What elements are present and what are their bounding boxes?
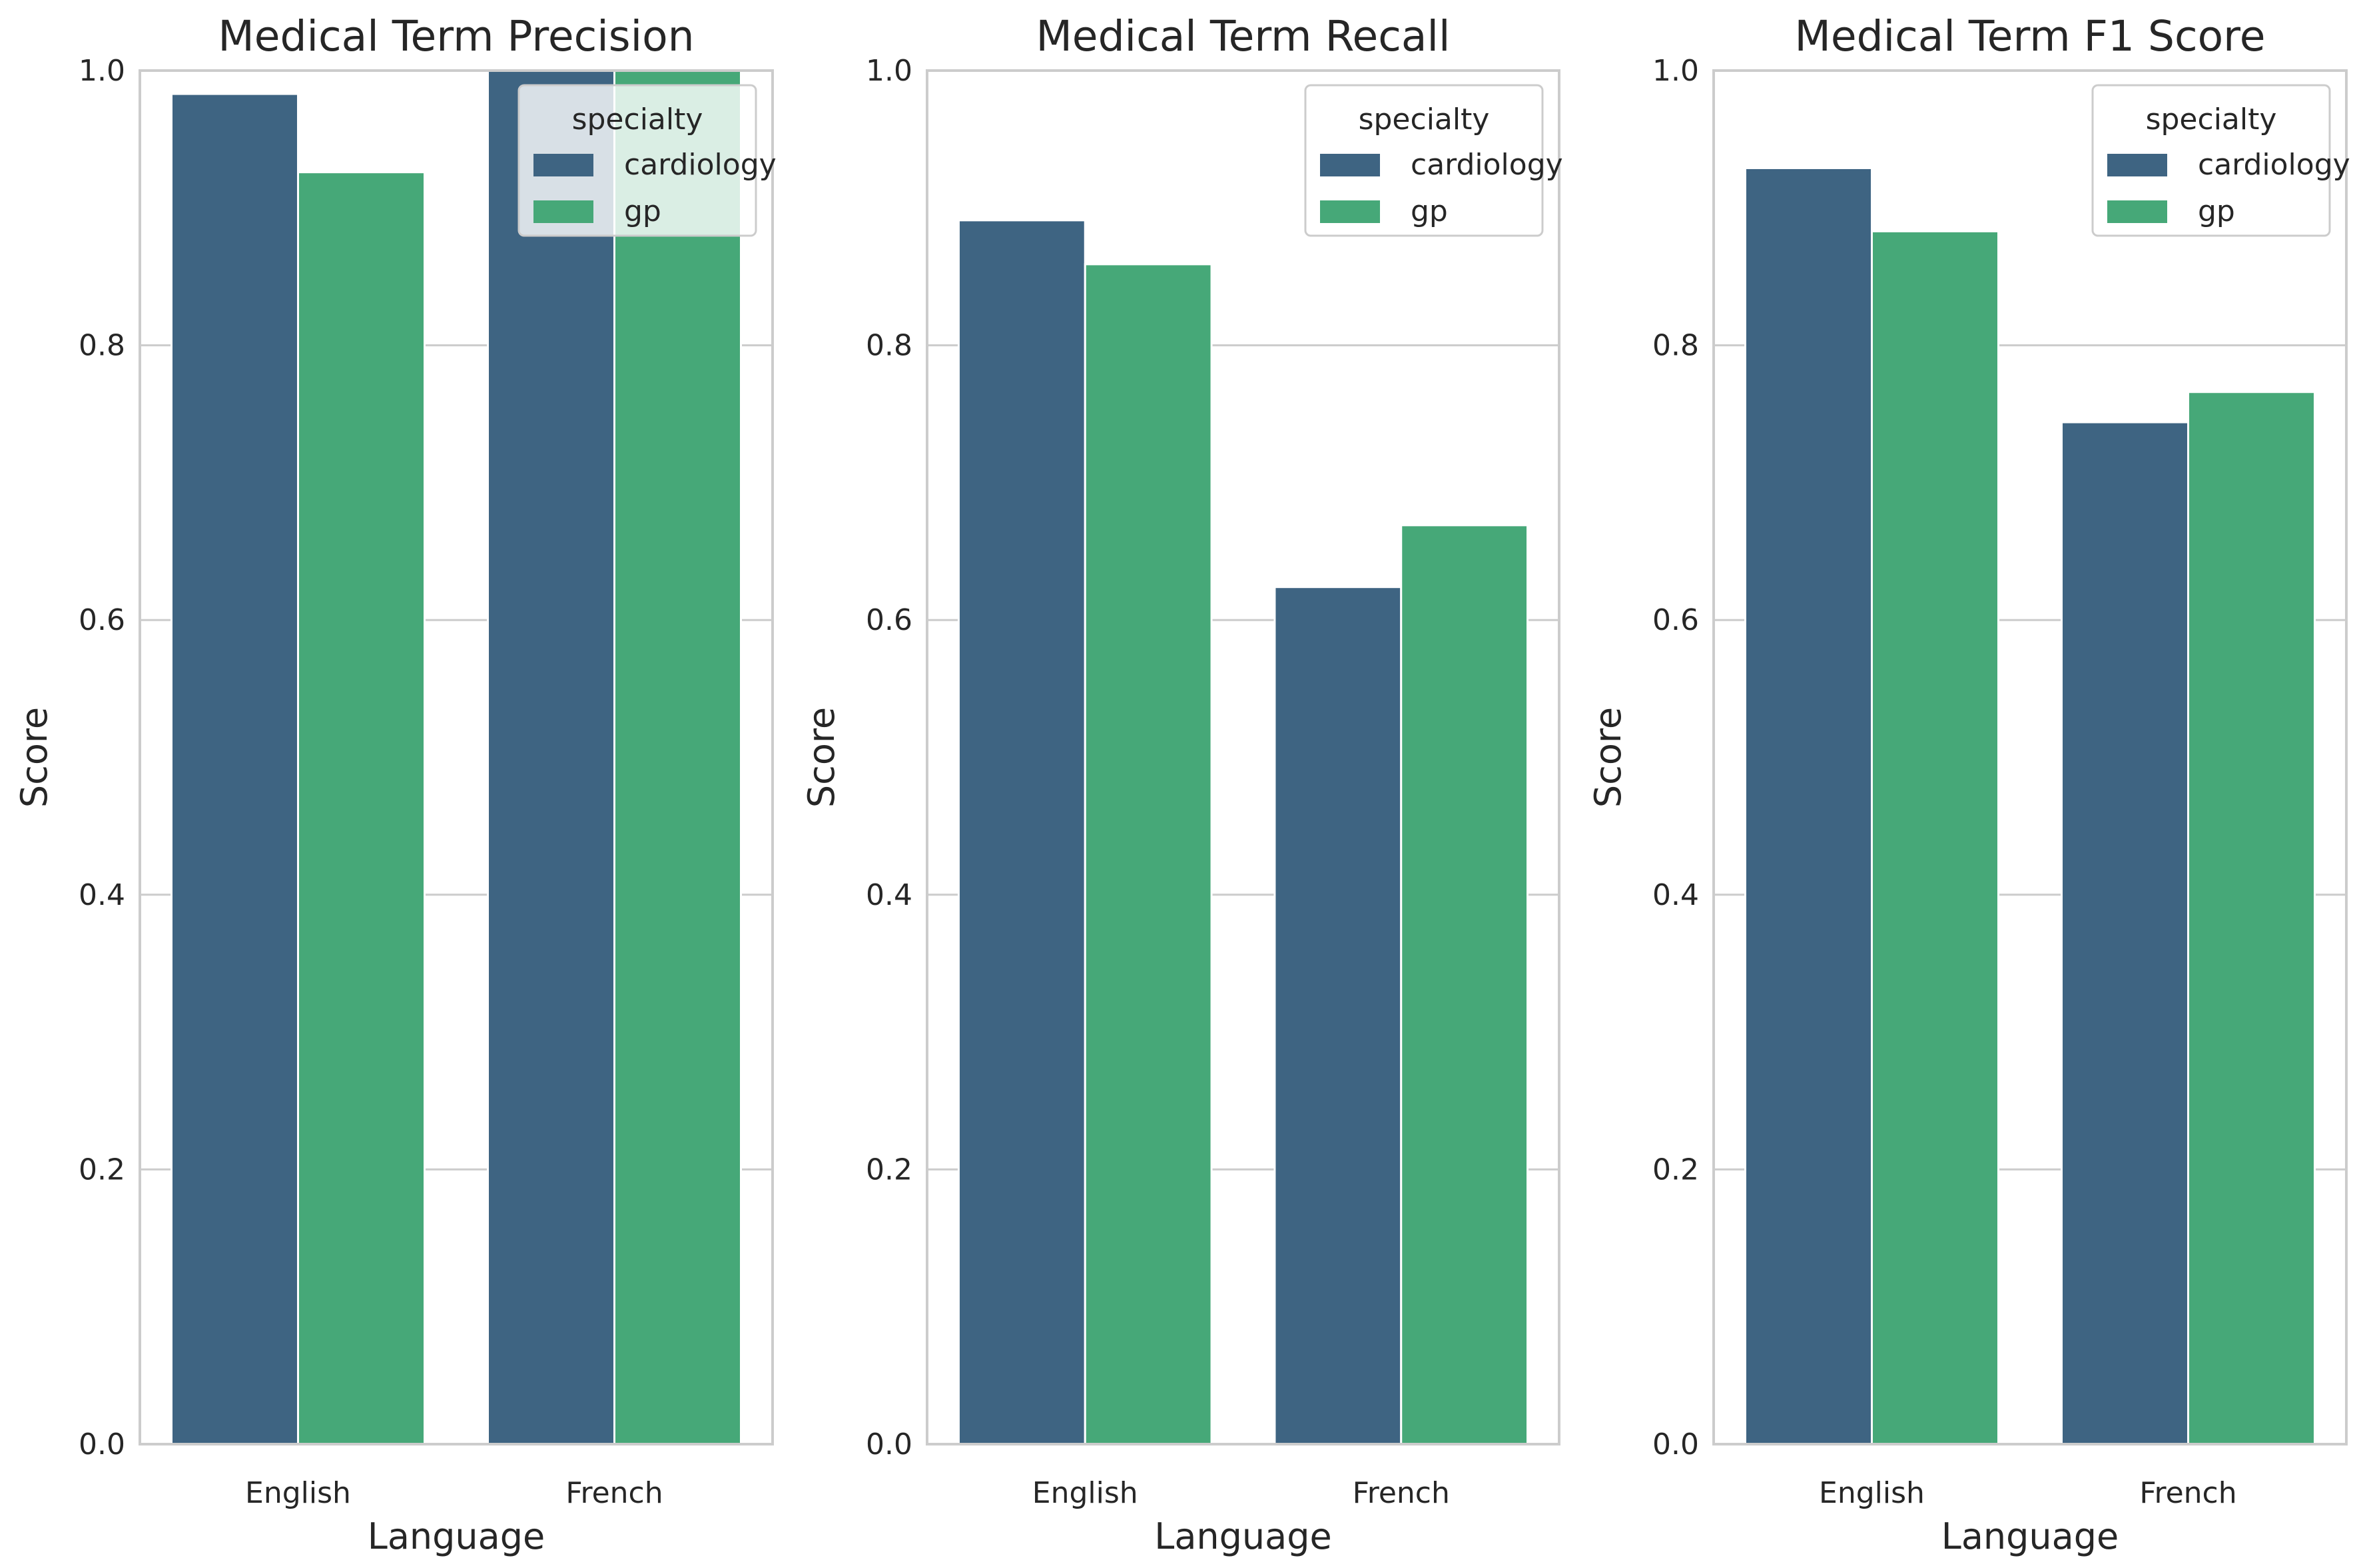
y-tick-label: 1.0 xyxy=(1652,54,1699,88)
y-tick-label: 0.4 xyxy=(866,878,912,912)
bar-gp-french xyxy=(613,69,742,1445)
legend-swatch-cardiology xyxy=(533,154,593,176)
axes-frame xyxy=(139,69,774,1445)
y-tick-label: 0.4 xyxy=(1652,878,1699,912)
legend-box xyxy=(517,84,757,237)
y-tick-label: 1.0 xyxy=(866,54,912,88)
x-axis-label: Language xyxy=(1941,1515,2119,1557)
bar-gp-french xyxy=(1400,524,1529,1445)
y-axis-label: Score xyxy=(13,707,55,808)
bar-cardiology-english xyxy=(170,93,299,1445)
axes-frame xyxy=(1712,69,2348,1445)
legend-title: specialty xyxy=(1359,103,1490,136)
x-axis-label: Language xyxy=(368,1515,545,1557)
bar-cardiology-english xyxy=(957,219,1086,1445)
legend-swatch-cardiology xyxy=(1320,154,1380,176)
chart-panel-2: 0.0 0.2 0.4 0.6 0.8 1.0 English French Language S… xyxy=(801,12,1563,1557)
legend-label-gp: gp xyxy=(1411,194,1448,228)
x-tick-label: French xyxy=(2139,1476,2236,1510)
y-tick-label: 0.8 xyxy=(866,329,912,363)
bar-gp-english xyxy=(1084,263,1213,1445)
legend-title: specialty xyxy=(572,103,703,136)
legend-label-cardiology: cardiology xyxy=(2198,148,2350,182)
legend-box xyxy=(1304,84,1544,237)
legend-box xyxy=(2091,84,2331,237)
legend-swatch-gp xyxy=(1320,200,1380,223)
chart-panel-1: 0.0 0.2 0.4 0.6 0.8 1.0 English French Language S… xyxy=(13,12,777,1557)
y-tick-label: 0.8 xyxy=(1652,329,1699,363)
x-tick-label: English xyxy=(1032,1476,1138,1510)
chart-panel-3: 0.0 0.2 0.4 0.6 0.8 1.0 English French Language S… xyxy=(1587,12,2350,1557)
legend: specialty cardiology gp xyxy=(2091,84,2350,237)
legend-label-gp: gp xyxy=(624,194,661,228)
y-tick-label: 1.0 xyxy=(79,54,125,88)
y-tick-label: 0.2 xyxy=(866,1153,912,1186)
y-tick-label: 0.4 xyxy=(79,878,125,912)
chart-title: Medical Term Recall xyxy=(1036,12,1450,61)
y-tick-label: 0.0 xyxy=(79,1428,125,1461)
x-tick-label: English xyxy=(1819,1476,1925,1510)
legend: specialty cardiology gp xyxy=(517,84,777,237)
y-tick-label: 0.0 xyxy=(1652,1428,1699,1461)
bar-cardiology-french xyxy=(487,69,615,1445)
bar-gp-french xyxy=(2187,391,2316,1445)
x-axis-label: Language xyxy=(1154,1515,1332,1557)
y-tick-label: 0.6 xyxy=(1652,603,1699,637)
legend-title: specialty xyxy=(2146,103,2277,136)
x-tick-label: French xyxy=(565,1476,663,1510)
y-tick-label: 0.2 xyxy=(1652,1153,1699,1186)
y-tick-label: 0.6 xyxy=(866,603,912,637)
chart-title: Medical Term Precision xyxy=(218,12,694,61)
legend: specialty cardiology gp xyxy=(1304,84,1563,237)
bar-gp-english xyxy=(1871,230,1999,1445)
x-tick-label: English xyxy=(245,1476,351,1510)
axes-frame xyxy=(926,69,1560,1445)
legend-swatch-gp xyxy=(2107,200,2167,223)
legend-label-cardiology: cardiology xyxy=(624,148,777,182)
y-tick-label: 0.6 xyxy=(79,603,125,637)
bar-cardiology-english xyxy=(1744,166,1873,1445)
legend-swatch-gp xyxy=(533,200,593,223)
y-tick-label: 0.2 xyxy=(79,1153,125,1186)
bar-cardiology-french xyxy=(1273,586,1403,1445)
y-tick-label: 0.8 xyxy=(79,329,125,363)
chart-title: Medical Term F1 Score xyxy=(1795,12,2266,61)
y-axis-label: Score xyxy=(801,707,843,808)
bar-gp-english xyxy=(297,171,426,1445)
legend-label-gp: gp xyxy=(2198,194,2235,228)
bar-cardiology-french xyxy=(2061,421,2189,1445)
y-tick-label: 0.0 xyxy=(866,1428,912,1461)
legend-label-cardiology: cardiology xyxy=(1411,148,1563,182)
legend-swatch-cardiology xyxy=(2107,154,2167,176)
y-axis-label: Score xyxy=(1587,707,1629,808)
x-tick-label: French xyxy=(1353,1476,1450,1510)
